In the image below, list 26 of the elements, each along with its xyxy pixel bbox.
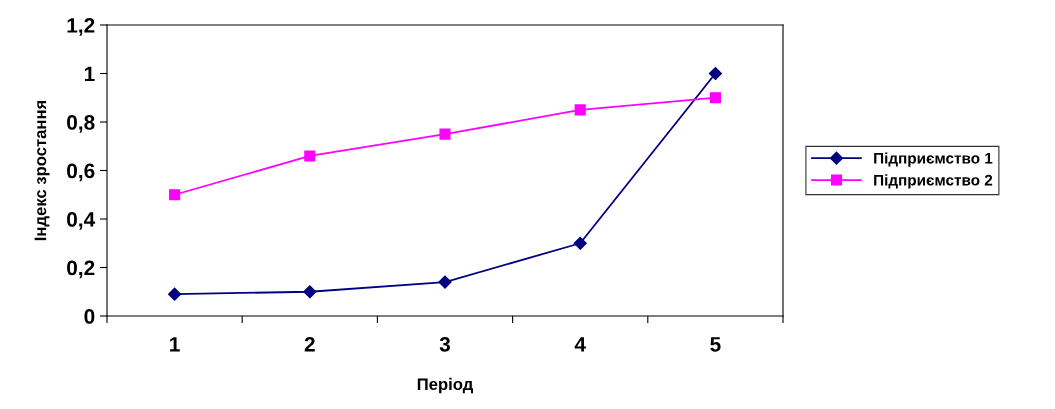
y-axis-title: Індекс зростання (34, 100, 50, 241)
x-tick-label: 3 (439, 336, 451, 352)
y-tick-label: 0 (84, 309, 95, 324)
point (169, 189, 181, 201)
y-tick-label: 0,2 (67, 260, 95, 279)
y-tick-label: 0,4 (67, 212, 96, 230)
point (573, 236, 587, 250)
point (304, 150, 316, 162)
x-tick-label: 1 (170, 337, 180, 352)
x-axis-title: Період (417, 377, 473, 394)
y-tick-label: 0,6 (67, 163, 95, 182)
y-tick-label: 0,8 (67, 115, 95, 133)
x-tick-label: 2 (304, 336, 315, 352)
point (709, 92, 721, 104)
point (303, 285, 317, 299)
point (574, 104, 586, 116)
x-tick-label: 5 (710, 337, 721, 352)
point (168, 287, 182, 301)
y-tick-label: 1 (84, 66, 95, 82)
legend-label: Підприємство 1 (874, 152, 993, 167)
x-tick-label: 4 (574, 337, 586, 352)
legend-label: Підприємство 2 (874, 174, 993, 189)
point (438, 275, 452, 289)
point (708, 66, 722, 81)
point (439, 128, 451, 140)
y-tick-label: 1,2 (67, 18, 95, 36)
